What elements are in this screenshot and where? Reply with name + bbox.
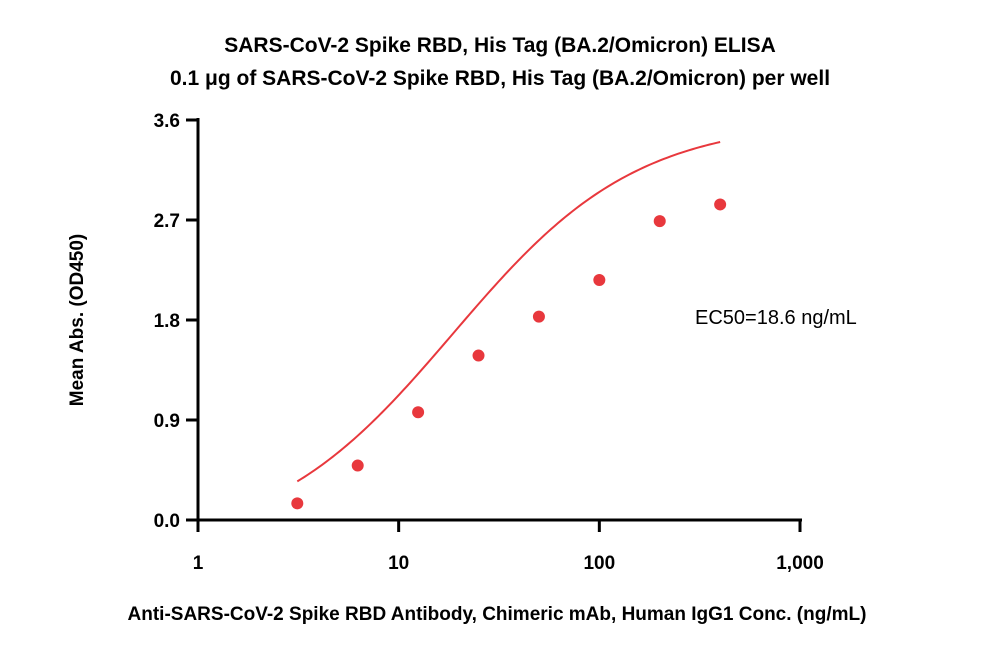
chart-title: SARS-CoV-2 Spike RBD, His Tag (BA.2/Omic… (224, 34, 776, 57)
chart-subtitle: 0.1 μg of SARS-CoV-2 Spike RBD, His Tag … (169, 67, 831, 90)
y-tick-label: 0.9 (154, 411, 180, 432)
x-tick-label: 100 (583, 553, 615, 574)
data-point (412, 406, 425, 419)
data-point (532, 310, 545, 323)
x-axis-title: Anti-SARS-CoV-2 Spike RBD Antibody, Chim… (128, 604, 867, 625)
data-point (714, 198, 727, 211)
y-tick-label: 2.7 (154, 211, 180, 232)
y-tick-label: 3.6 (154, 111, 180, 132)
data-point (472, 349, 485, 362)
ec50-annotation: EC50=18.6 ng/mL (695, 307, 857, 329)
fit-curve (296, 141, 721, 483)
x-tick-label: 10 (388, 553, 409, 574)
tick-labels: 0.0 0.9 1.8 2.7 3.6 1 10 100 1,000 (154, 111, 824, 574)
fit-curve-layer (296, 141, 721, 483)
y-tick-label: 1.8 (154, 311, 180, 332)
y-axis-title: Mean Abs. (OD450) (67, 234, 88, 406)
x-tick-label: 1 (193, 553, 204, 574)
tick-marks (186, 118, 802, 532)
data-point (593, 274, 606, 286)
data-point (653, 215, 666, 228)
y-tick-label: 0.0 (154, 511, 180, 532)
data-point (351, 459, 364, 472)
x-tick-label: 1,000 (776, 553, 824, 574)
data-points (291, 198, 727, 510)
data-point (291, 497, 304, 510)
